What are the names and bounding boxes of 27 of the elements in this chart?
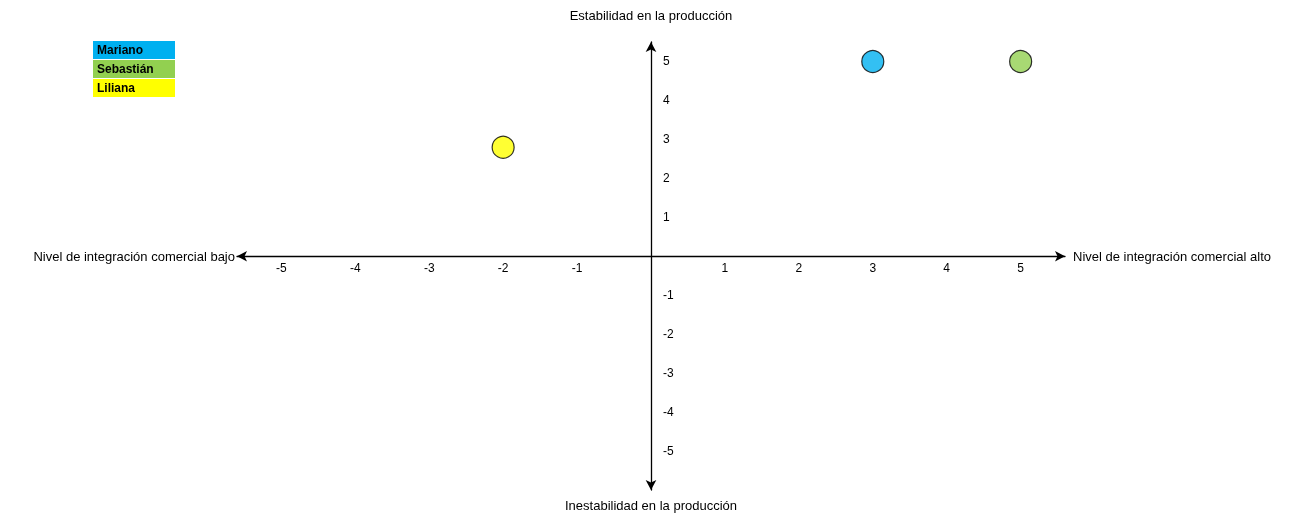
y-tick-label: -3	[663, 366, 674, 381]
text: Sebastián	[97, 62, 154, 76]
y-tick-label: -4	[663, 405, 674, 420]
y-axis-title: Estabilidad en la producción	[569, 8, 733, 23]
x-tick-label: 4	[943, 261, 951, 276]
x-tick-label: 5	[1017, 261, 1025, 276]
x-tick-label: -5	[276, 261, 288, 276]
text: Inestabilidad en la producción	[564, 498, 738, 513]
x-tick-label: 2	[795, 261, 803, 276]
x-tick-label: -4	[349, 261, 361, 276]
x-tick-label: -3	[423, 261, 435, 276]
y-tick-label: 3	[663, 132, 670, 147]
x-axis-title: Nivel de integración comercial alto	[1073, 248, 1271, 264]
text: Mariano	[97, 43, 144, 57]
y-tick-label: -2	[663, 327, 674, 342]
y-tick-label: 1	[663, 210, 670, 225]
text: Liliana	[97, 81, 136, 95]
x-tick-label: -1	[571, 261, 583, 276]
y-tick-label: 5	[663, 54, 670, 69]
x-tick-label: -2	[497, 261, 509, 276]
x-tick-label: 3	[869, 261, 877, 276]
y-tick-label: 2	[663, 171, 670, 186]
y-tick-label: 4	[663, 93, 670, 108]
text: Nivel de integración comercial bajo	[33, 248, 235, 264]
y-tick-label: -5	[663, 444, 674, 459]
y-tick-label: -1	[663, 288, 674, 303]
x-tick-label: 1	[721, 261, 729, 276]
